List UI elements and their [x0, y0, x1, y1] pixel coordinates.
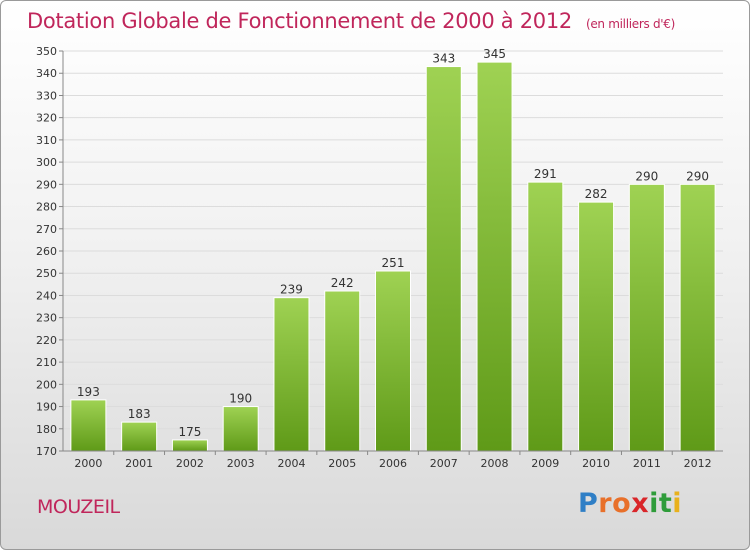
- y-tick-label: 210: [36, 356, 57, 369]
- value-label-2007: 343: [432, 52, 455, 66]
- x-tick-label-2004: 2004: [277, 457, 305, 470]
- y-tick-label: 290: [36, 178, 57, 191]
- value-label-2001: 183: [128, 407, 151, 421]
- x-tick-label-2002: 2002: [176, 457, 204, 470]
- axes: [62, 51, 723, 452]
- value-label-2000: 193: [77, 385, 100, 399]
- chart-title: Dotation Globale de Fonctionnement de 20…: [27, 9, 675, 33]
- value-label-2004: 239: [280, 283, 303, 297]
- logo-letter: i: [672, 488, 683, 519]
- value-label-2011: 290: [635, 169, 658, 183]
- bar-2000: [70, 399, 107, 452]
- value-label-2002: 175: [178, 425, 201, 439]
- y-tick-label: 230: [36, 312, 57, 325]
- y-tick-label: 300: [36, 156, 57, 169]
- y-tick-label: 340: [36, 67, 57, 80]
- x-tick-label-2012: 2012: [684, 457, 712, 470]
- bar-2005: [324, 290, 361, 452]
- x-tick-label-2008: 2008: [481, 457, 509, 470]
- x-tick-label-2007: 2007: [430, 457, 458, 470]
- value-label-2010: 282: [585, 187, 608, 201]
- x-tick-label-2005: 2005: [328, 457, 356, 470]
- bar-2007: [425, 66, 462, 452]
- logo-letter: i: [649, 488, 659, 519]
- bar-2008: [476, 61, 513, 452]
- bar-2006: [375, 270, 411, 452]
- bar-2001: [121, 421, 158, 452]
- logo-letter: x: [631, 488, 650, 519]
- y-tick-label: 190: [36, 401, 57, 414]
- chart-title-text: Dotation Globale de Fonctionnement de 20…: [27, 9, 572, 33]
- value-labels: 193 183 175 190 239 242 251 343 345 291 282 290 290: [77, 47, 709, 439]
- y-tick-label: 260: [36, 245, 57, 258]
- value-label-2006: 251: [382, 256, 405, 270]
- y-tick-label: 280: [36, 201, 57, 214]
- x-axis-ticks: 2000 2001 2002 2003 2004 2005 2006 2007 2008 2009…: [74, 451, 712, 470]
- bar-2011: [628, 183, 665, 452]
- bar-2003: [222, 406, 259, 452]
- logo-letter: P: [578, 488, 599, 519]
- x-tick-label-2001: 2001: [125, 457, 153, 470]
- y-tick-label: 240: [36, 289, 57, 302]
- logo-letter: o: [612, 488, 632, 519]
- bar-2004: [273, 297, 310, 452]
- bar-2010: [578, 201, 615, 452]
- y-tick-label: 250: [36, 267, 57, 280]
- x-tick-label-2011: 2011: [633, 457, 661, 470]
- value-label-2012: 290: [686, 169, 709, 183]
- bar-2012: [679, 183, 716, 452]
- y-tick-label: 270: [36, 223, 57, 236]
- value-label-2008: 345: [483, 47, 506, 61]
- y-tick-label: 320: [36, 112, 57, 125]
- x-tick-label-2003: 2003: [227, 457, 255, 470]
- x-tick-label-2000: 2000: [74, 457, 102, 470]
- logo-letter: t: [658, 488, 673, 519]
- y-tick-label: 220: [36, 334, 57, 347]
- x-tick-label-2009: 2009: [531, 457, 559, 470]
- value-label-2003: 190: [229, 392, 252, 406]
- proxiti-logo: Proxiti: [578, 488, 682, 519]
- y-tick-label: 310: [36, 134, 57, 147]
- value-label-2009: 291: [534, 167, 557, 181]
- y-tick-label: 200: [36, 378, 57, 391]
- y-axis-ticks: 170 180 190 200 210 220 230 240 250 260 270 280 290 3…: [36, 45, 63, 458]
- y-tick-label: 170: [36, 445, 57, 458]
- bar-2002: [171, 439, 208, 452]
- chart-subtitle: (en milliers d'€): [585, 17, 675, 31]
- y-tick-label: 350: [36, 45, 57, 58]
- y-tick-label: 330: [36, 89, 57, 102]
- value-label-2005: 242: [331, 276, 354, 290]
- logo-letter: r: [598, 488, 613, 519]
- commune-name: MOUZEIL: [37, 496, 120, 518]
- x-tick-label-2010: 2010: [582, 457, 610, 470]
- x-tick-label-2006: 2006: [379, 457, 407, 470]
- bar-2009: [527, 181, 564, 452]
- y-tick-label: 180: [36, 423, 57, 436]
